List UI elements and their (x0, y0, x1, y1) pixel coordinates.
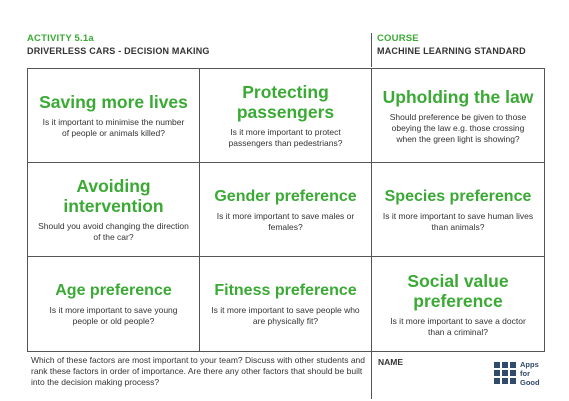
factor-title: Social value preference (407, 270, 509, 311)
factor-title: Gender preference (214, 187, 357, 205)
factor-question: Should you avoid changing the direction … (38, 221, 189, 242)
factor-question: Is it more important to save males or fe… (216, 210, 355, 232)
footer-divider (371, 351, 372, 399)
logo-word-apps: Apps (520, 360, 539, 369)
factor-title: Protecting passengers (236, 82, 335, 122)
factor-title: Age preference (55, 282, 172, 299)
course-label: COURSE (377, 33, 419, 44)
factor-question: Should preference be given to those obey… (389, 111, 527, 144)
logo-word-for: for (520, 369, 530, 378)
factor-question: Is it more important to save a doctor th… (390, 315, 526, 337)
factor-question: Is it more important to protect passenge… (228, 127, 343, 148)
factor-cell-gender-preference: Gender preference Is it more important t… (200, 163, 372, 257)
factor-cell-fitness-preference: Fitness preference Is it more important … (200, 257, 372, 351)
factor-title: Upholding the law (382, 86, 534, 107)
course-info: COURSE MACHINE LEARNING STANDARD (377, 33, 545, 58)
name-field-label: NAME (378, 357, 404, 367)
factor-question: Is it important to minimise the number o… (42, 117, 185, 138)
factor-title: Fitness preference (214, 282, 357, 299)
factor-cell-upholding-law: Upholding the law Should preference be g… (372, 69, 544, 163)
factor-question: Is it more important to save human lives… (382, 210, 534, 232)
activity-number: ACTIVITY 5.1a (27, 33, 94, 44)
factor-cell-saving-lives: Saving more lives Is it important to min… (28, 69, 200, 163)
factor-question: Is it more important to save people who … (211, 305, 360, 326)
factor-cell-species-preference: Species preference Is it more important … (372, 163, 544, 257)
logo-wordmark: Apps for Good (520, 360, 540, 387)
activity-sheet: ACTIVITY 5.1a DRIVERLESS CARS - DECISION… (27, 33, 545, 399)
activity-info: ACTIVITY 5.1a DRIVERLESS CARS - DECISION… (27, 33, 367, 58)
activity-title: DRIVERLESS CARS - DECISION MAKING (27, 46, 210, 56)
factor-cell-social-value: Social value preference Is it more impor… (372, 257, 544, 351)
course-name: MACHINE LEARNING STANDARD (377, 46, 526, 56)
factor-cell-protecting-passengers: Protecting passengers Is it more importa… (200, 69, 372, 163)
sheet-footer: Which of these factors are most importan… (27, 351, 545, 399)
logo-word-good: Good (520, 378, 540, 387)
apps-for-good-logo: Apps for Good (494, 360, 544, 394)
factor-title: Species preference (384, 187, 532, 205)
discussion-prompt: Which of these factors are most importan… (31, 355, 366, 387)
header-divider (371, 33, 372, 67)
factor-cell-age-preference: Age preference Is it more important to s… (28, 257, 200, 351)
factor-question: Is it more important to save young peopl… (49, 305, 178, 326)
factor-cell-avoiding-intervention: Avoiding intervention Should you avoid c… (28, 163, 200, 257)
sheet-header: ACTIVITY 5.1a DRIVERLESS CARS - DECISION… (27, 33, 545, 67)
factor-title: Avoiding intervention (63, 176, 164, 216)
logo-grid-icon (494, 362, 518, 386)
factor-grid: Saving more lives Is it important to min… (27, 68, 545, 352)
factor-title: Saving more lives (39, 92, 188, 112)
